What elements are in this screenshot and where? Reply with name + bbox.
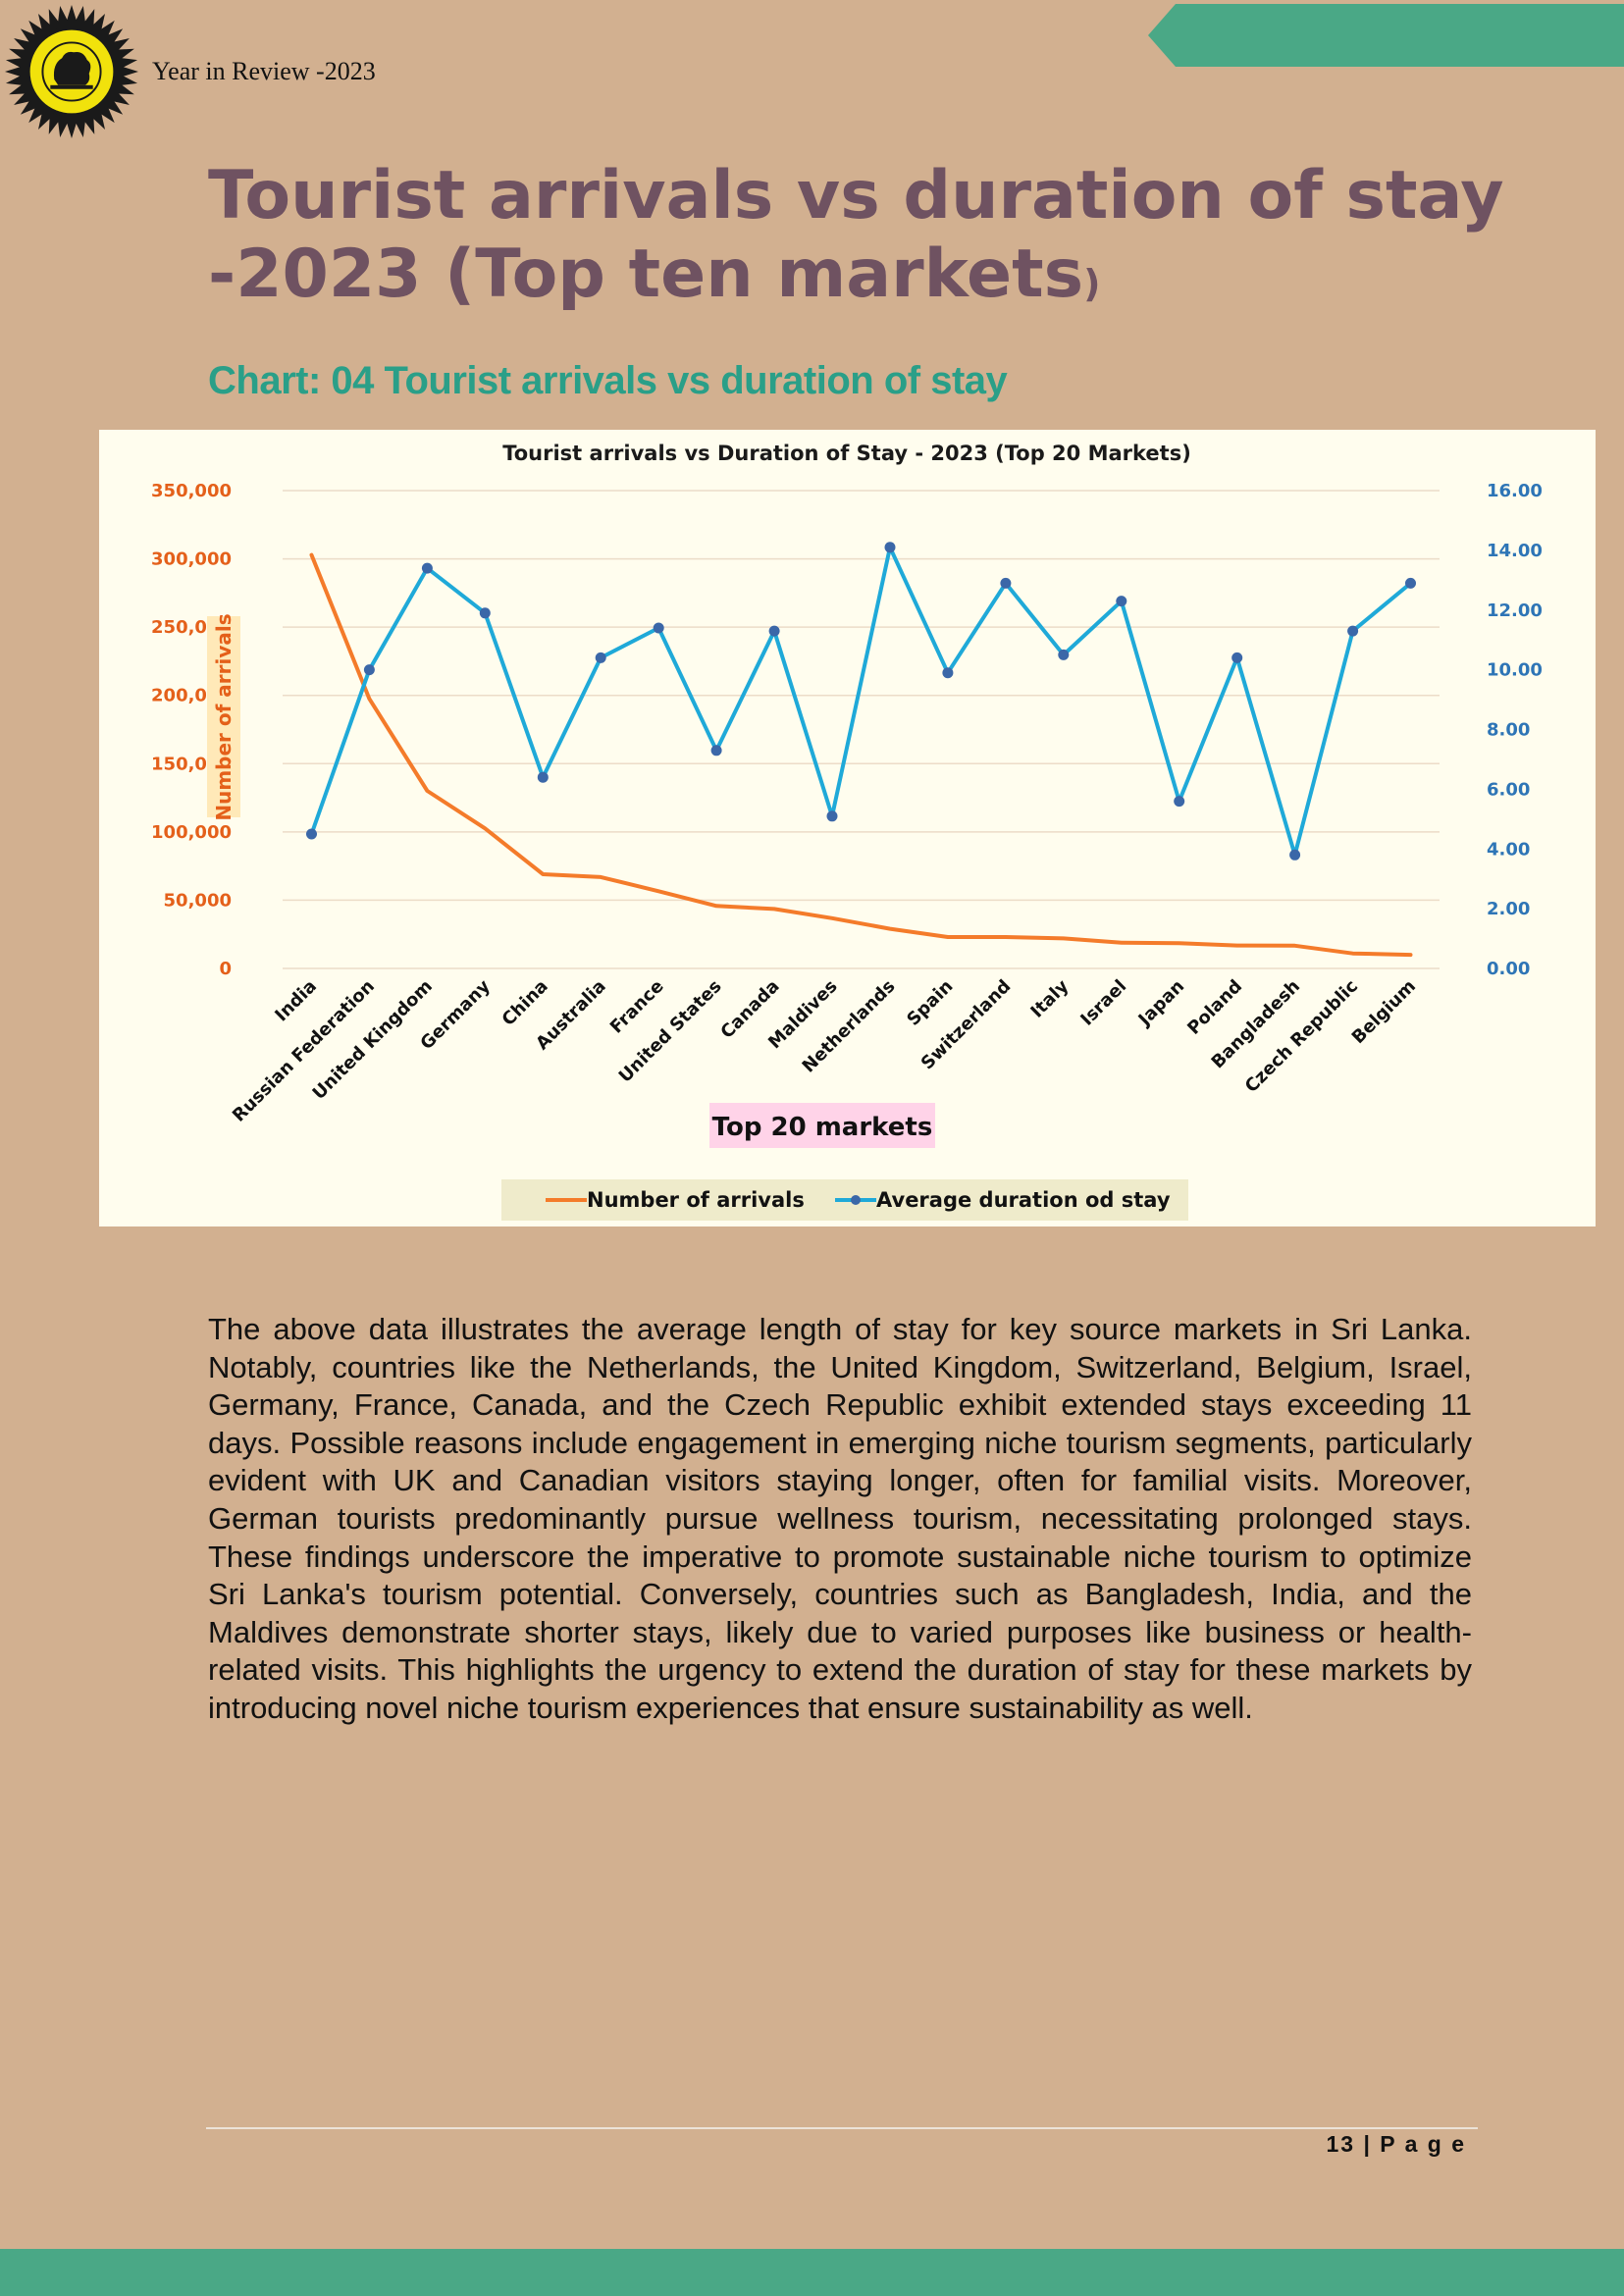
x-tick-label: United States [615, 976, 726, 1087]
legend-label-average-duration: Average duration od stay [876, 1188, 1171, 1212]
y-tick-label-left: 300,000 [151, 549, 232, 570]
body-paragraph: The above data illustrates the average l… [208, 1312, 1472, 1725]
series-line-average-duration [309, 545, 1413, 858]
y-tick-label-right: 2.00 [1487, 899, 1530, 919]
header-accent-band [1148, 4, 1624, 67]
y-tick-label-left: 50,000 [164, 890, 232, 911]
data-point-average-duration [363, 664, 375, 676]
combo-line-chart: Tourist arrivals vs Duration of Stay - 2… [151, 442, 1543, 1221]
data-point-average-duration [421, 562, 433, 574]
footer-divider [206, 2127, 1478, 2129]
data-point-average-duration [1000, 577, 1012, 589]
data-point-average-duration [595, 652, 606, 663]
data-point-average-duration [1405, 577, 1416, 589]
data-point-average-duration [1174, 796, 1185, 808]
y-tick-label-left: 100,000 [151, 822, 232, 843]
x-axis-label-highlight [709, 1103, 935, 1148]
series-line-number-of-arrivals [309, 552, 1413, 958]
y-tick-label-right: 10.00 [1487, 660, 1543, 681]
x-tick-label: India [271, 976, 321, 1026]
chart-caption: Chart: 04 Tourist arrivals vs duration o… [208, 359, 1008, 402]
data-point-average-duration [1289, 849, 1301, 861]
footer-accent-band [0, 2249, 1624, 2296]
x-tick-label: Italy [1026, 976, 1073, 1022]
y-tick-label-left: 350,000 [151, 481, 232, 501]
data-point-average-duration [1116, 596, 1127, 607]
data-point-average-duration [1058, 649, 1070, 660]
data-point-average-duration [942, 667, 954, 679]
data-point-average-duration [653, 622, 664, 634]
data-point-average-duration [768, 625, 780, 637]
y-tick-label-right: 16.00 [1487, 481, 1543, 501]
y-axis-label-left: Number of arrivals [212, 613, 236, 820]
data-point-average-duration [826, 810, 838, 822]
y-tick-label-right: 0.00 [1487, 959, 1530, 979]
x-tick-label: China [498, 976, 552, 1030]
legend-label-number-of-arrivals: Number of arrivals [587, 1188, 805, 1212]
header-title: Year in Review -2023 [152, 57, 376, 85]
lion-emblem-icon [4, 4, 139, 139]
y-axis-label-highlight [207, 616, 240, 817]
data-point-average-duration [710, 745, 722, 757]
x-tick-label: Belgium [1348, 976, 1420, 1048]
data-point-average-duration [1347, 625, 1359, 637]
y-tick-label-right: 8.00 [1487, 720, 1530, 741]
y-tick-label-right: 14.00 [1487, 541, 1543, 561]
x-tick-label: Japan [1133, 976, 1188, 1031]
page-number: 13 | P a g e [1326, 2131, 1466, 2157]
x-tick-label: Israel [1076, 976, 1130, 1030]
y-tick-label-right: 12.00 [1487, 600, 1543, 621]
page-title-text: Tourist arrivals vs duration of stay -20… [208, 157, 1504, 313]
data-point-average-duration [537, 771, 549, 783]
chart-title: Tourist arrivals vs Duration of Stay - 2… [502, 442, 1191, 465]
page-title-suffix: ) [1083, 262, 1101, 305]
data-point-average-duration [1231, 652, 1243, 663]
x-tick-label: Spain [903, 976, 957, 1030]
data-point-average-duration [479, 607, 491, 619]
chart-container: Tourist arrivals vs Duration of Stay - 2… [99, 430, 1596, 1226]
x-tick-label: Czech Republic [1241, 976, 1362, 1097]
y-tick-label-right: 6.00 [1487, 779, 1530, 800]
y-tick-label-right: 4.00 [1487, 839, 1530, 860]
data-point-average-duration [884, 542, 896, 553]
data-point-average-duration [306, 828, 317, 840]
legend-marker-average-duration [851, 1195, 861, 1205]
y-tick-label-left: 0 [219, 959, 232, 979]
x-axis-label: Top 20 markets [712, 1113, 933, 1142]
page-title: Tourist arrivals vs duration of stay -20… [208, 157, 1513, 323]
